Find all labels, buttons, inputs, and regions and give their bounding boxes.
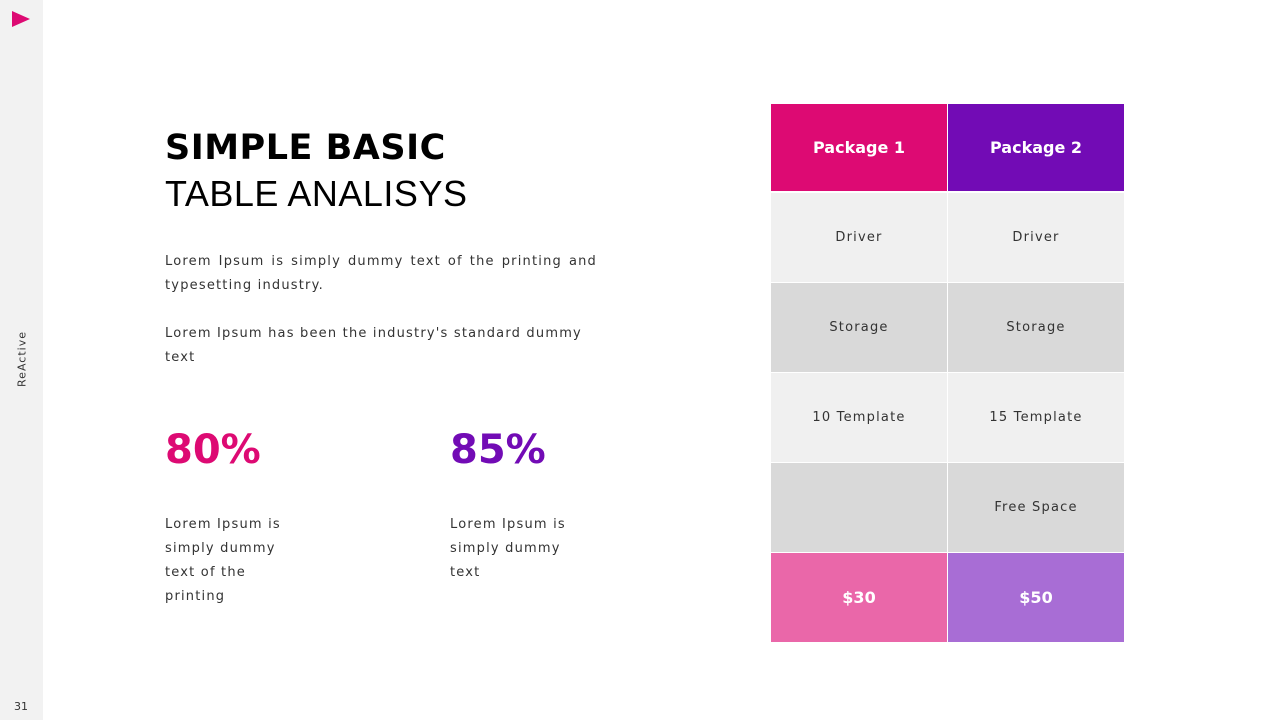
stat-text-1: Lorem Ipsum is simply dummy text of the … (165, 517, 281, 604)
table-cell: Storage (948, 283, 1124, 372)
header-package-1: Package 1 (771, 104, 947, 191)
sidebar: ReActive 31 (0, 0, 43, 720)
brand-label: ReActive (15, 331, 29, 387)
pricing-table: Package 1 Package 2 Driver Driver Storag… (771, 104, 1124, 642)
table-cell (771, 463, 947, 552)
page-number: 31 (14, 700, 28, 713)
stat-value-2: 85% (450, 427, 546, 473)
table-cell: 15 Template (948, 373, 1124, 462)
price-package-2: $50 (948, 553, 1124, 642)
title-line-1: SIMPLE BASIC (165, 128, 446, 168)
stat-text-2: Lorem Ipsum is simply dummy text (450, 517, 566, 580)
table-cell: Storage (771, 283, 947, 372)
price-package-1: $30 (771, 553, 947, 642)
paragraph-2: Lorem Ipsum has been the industry's stan… (165, 326, 582, 365)
play-icon (12, 11, 30, 27)
table-cell: Driver (771, 193, 947, 282)
stat-value-1: 80% (165, 427, 261, 473)
table-cell: Free Space (948, 463, 1124, 552)
table-cell: 10 Template (771, 373, 947, 462)
title-line-2: TABLE ANALISYS (165, 173, 468, 214)
table-cell: Driver (948, 193, 1124, 282)
header-package-2: Package 2 (948, 104, 1124, 191)
paragraph-1: Lorem Ipsum is simply dummy text of the … (165, 254, 597, 293)
